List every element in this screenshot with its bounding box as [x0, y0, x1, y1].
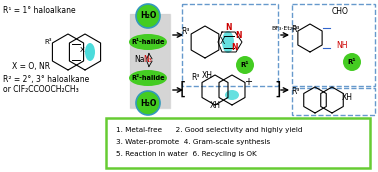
Text: 1. Metal-free      2. Good selectivity and highly yield: 1. Metal-free 2. Good selectivity and hi…	[116, 127, 302, 133]
Bar	[292, 88, 375, 115]
Text: Na: Na	[134, 56, 144, 64]
Circle shape	[343, 53, 361, 71]
Text: XH: XH	[209, 101, 220, 110]
Text: CHO: CHO	[332, 8, 349, 17]
Text: or ClF₂CCOOCH₂CH₃: or ClF₂CCOOCH₂CH₃	[3, 85, 79, 94]
Text: R¹: R¹	[241, 62, 249, 68]
Text: N: N	[235, 31, 241, 40]
Text: R²-halide: R²-halide	[131, 75, 165, 81]
Bar	[106, 118, 370, 168]
Text: R³: R³	[291, 88, 300, 96]
Text: N₃: N₃	[143, 56, 152, 64]
Text: XH: XH	[201, 72, 212, 80]
Text: +: +	[244, 77, 252, 87]
Ellipse shape	[222, 31, 234, 53]
Ellipse shape	[225, 90, 239, 100]
Text: X: X	[219, 37, 225, 46]
Text: H₂O: H₂O	[140, 99, 156, 108]
Text: ]: ]	[275, 81, 281, 99]
Ellipse shape	[129, 70, 167, 86]
Circle shape	[236, 56, 254, 74]
Text: 5. Reaction in water  6. Recycling is OK: 5. Reaction in water 6. Recycling is OK	[116, 151, 257, 157]
Ellipse shape	[85, 43, 95, 61]
Text: R¹ = 1° haloalkane: R¹ = 1° haloalkane	[3, 6, 76, 15]
Text: XH: XH	[341, 94, 353, 103]
Ellipse shape	[129, 34, 167, 50]
Text: R³: R³	[45, 39, 52, 45]
Text: NH: NH	[336, 41, 348, 51]
Circle shape	[136, 91, 160, 115]
Text: N: N	[231, 44, 237, 52]
Text: R³: R³	[181, 28, 190, 36]
Text: H₂O: H₂O	[140, 12, 156, 20]
Text: R² = 2°, 3° haloalkane: R² = 2°, 3° haloalkane	[3, 75, 89, 84]
Text: X: X	[80, 47, 84, 53]
Text: BF₃·Et₂O: BF₃·Et₂O	[272, 25, 298, 30]
Text: N: N	[225, 24, 231, 33]
Text: X = O, NR: X = O, NR	[12, 62, 50, 71]
Bar	[182, 4, 278, 86]
Text: R¹-halide: R¹-halide	[131, 39, 165, 45]
Bar	[292, 4, 375, 86]
Bar	[130, 14, 170, 108]
Text: R³: R³	[291, 25, 300, 35]
Text: R³: R³	[192, 73, 200, 83]
Circle shape	[136, 4, 160, 28]
Text: [: [	[180, 81, 186, 99]
Text: R¹: R¹	[348, 59, 356, 65]
Text: 3. Water-promote  4. Gram-scale synthesis: 3. Water-promote 4. Gram-scale synthesis	[116, 139, 270, 145]
